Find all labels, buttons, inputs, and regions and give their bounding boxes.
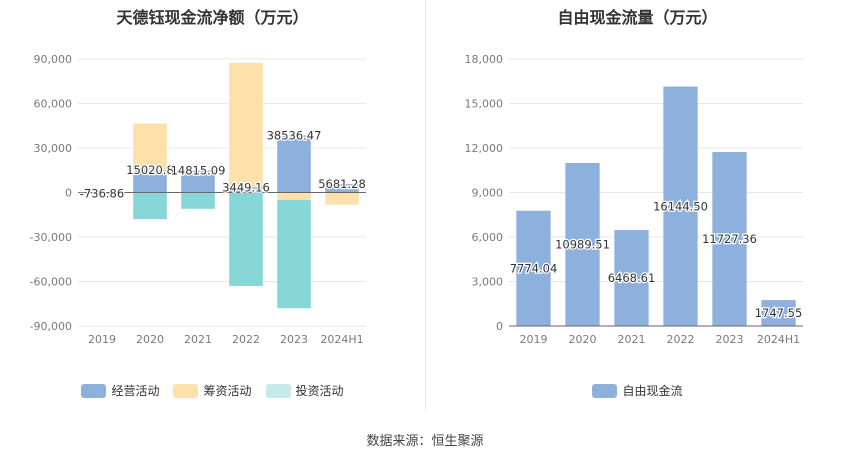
x-tick-label: 2021 [184, 333, 212, 346]
data-label: 3449.16 [222, 180, 270, 194]
cash-flow-net-chart: 90,000 60,000 30,000 0 -30,000 -60,000 -90,000… [30, 53, 368, 346]
y-tick-label: 12,000 [465, 142, 504, 155]
y-tick-label: -90,000 [30, 320, 72, 333]
panel-divider [425, 0, 426, 410]
y-tick-label: 18,000 [465, 53, 504, 66]
legend-label-financing: 筹资活动 [203, 384, 252, 398]
data-label: 1747.55 [755, 306, 803, 320]
legend-swatch-operating [81, 383, 107, 398]
chart-title-left: 天德钰现金流净额（万元） [116, 8, 309, 27]
y-tick-label: 0 [496, 320, 503, 333]
x-tick-label: 2024H1 [320, 333, 363, 346]
x-tick-label: 2020 [569, 333, 597, 346]
x-tick-label: 2022 [232, 333, 260, 346]
legend-label-operating: 经营活动 [111, 384, 160, 398]
data-label: 5681.28 [318, 177, 366, 191]
bar [181, 170, 215, 193]
bar [133, 192, 167, 220]
data-label: 38536.47 [267, 128, 322, 142]
bar [325, 192, 359, 205]
free-cash-flow-chart: 18,000 15,000 12,000 9,000 6,000 3,000 0 2019 20… [465, 53, 804, 346]
data-label: -736.86 [80, 187, 124, 201]
legend-left: 经营活动 筹资活动 投资活动 [0, 382, 425, 399]
x-tick-label: 2019 [520, 333, 548, 346]
x-tick-label: 2019 [88, 333, 116, 346]
legend-swatch-investing [265, 383, 291, 398]
y-tick-label: 6,000 [472, 231, 504, 244]
legend-right: 自由现金流 [425, 382, 850, 399]
y-tick-label: 15,000 [465, 98, 504, 111]
cash-flow-net-panel: 天德钰现金流净额（万元） 90,000 60,000 30,000 0 -30,000 -… [0, 0, 425, 410]
data-label: 16144.50 [653, 199, 708, 213]
bar [614, 230, 649, 326]
free-cash-flow-panel: 自由现金流量（万元） 18,000 15,000 12,000 9,000 6,000 3… [425, 0, 850, 410]
y-tick-label: -30,000 [30, 231, 72, 244]
legend-swatch-free-cash-flow [592, 383, 618, 398]
y-tick-label: 9,000 [472, 187, 504, 200]
x-tick-label: 2024H1 [757, 333, 800, 346]
bar [663, 86, 698, 326]
y-tick-label: -60,000 [30, 276, 72, 289]
bar [229, 62, 263, 188]
bar [133, 170, 167, 193]
legend-item-operating[interactable]: 经营活动 [81, 382, 159, 399]
data-label: 11727.36 [702, 232, 757, 246]
y-tick-label: 3,000 [472, 276, 504, 289]
y-tick-label: 90,000 [34, 53, 73, 66]
bar [761, 300, 796, 326]
y-tick-label: 0 [65, 187, 72, 200]
bar [277, 192, 311, 200]
data-label: 15020.8 [126, 163, 174, 177]
data-label: 14815.09 [171, 164, 226, 178]
data-label: 10989.51 [555, 237, 610, 251]
y-tick-label: 30,000 [34, 142, 73, 155]
data-source: 数据来源：恒生聚源 [366, 434, 484, 449]
bar [229, 187, 263, 193]
bar [181, 192, 215, 209]
bar [565, 162, 600, 326]
legend-item-free-cash-flow[interactable]: 自由现金流 [592, 382, 683, 399]
bar [516, 210, 551, 326]
y-tick-label: 60,000 [34, 98, 73, 111]
chart-title-right: 自由现金流量（万元） [557, 8, 718, 27]
legend-label-investing: 投资活动 [295, 384, 344, 398]
bar [85, 192, 119, 194]
bar [325, 184, 359, 193]
x-tick-label: 2023 [716, 333, 744, 346]
x-tick-label: 2022 [667, 333, 695, 346]
x-tick-label: 2023 [280, 333, 308, 346]
data-label: 6468.61 [608, 271, 656, 285]
legend-swatch-financing [173, 383, 199, 398]
bar [277, 199, 311, 309]
bar [229, 192, 263, 286]
legend-item-financing[interactable]: 筹资活动 [173, 382, 252, 399]
x-tick-label: 2021 [618, 333, 646, 346]
bar [277, 135, 311, 193]
x-tick-label: 2020 [136, 333, 164, 346]
legend-item-investing[interactable]: 投资活动 [265, 382, 344, 399]
data-label: 7774.04 [510, 261, 558, 275]
bar [712, 152, 747, 326]
legend-label-free-cash-flow: 自由现金流 [622, 384, 683, 398]
bar [133, 123, 167, 171]
